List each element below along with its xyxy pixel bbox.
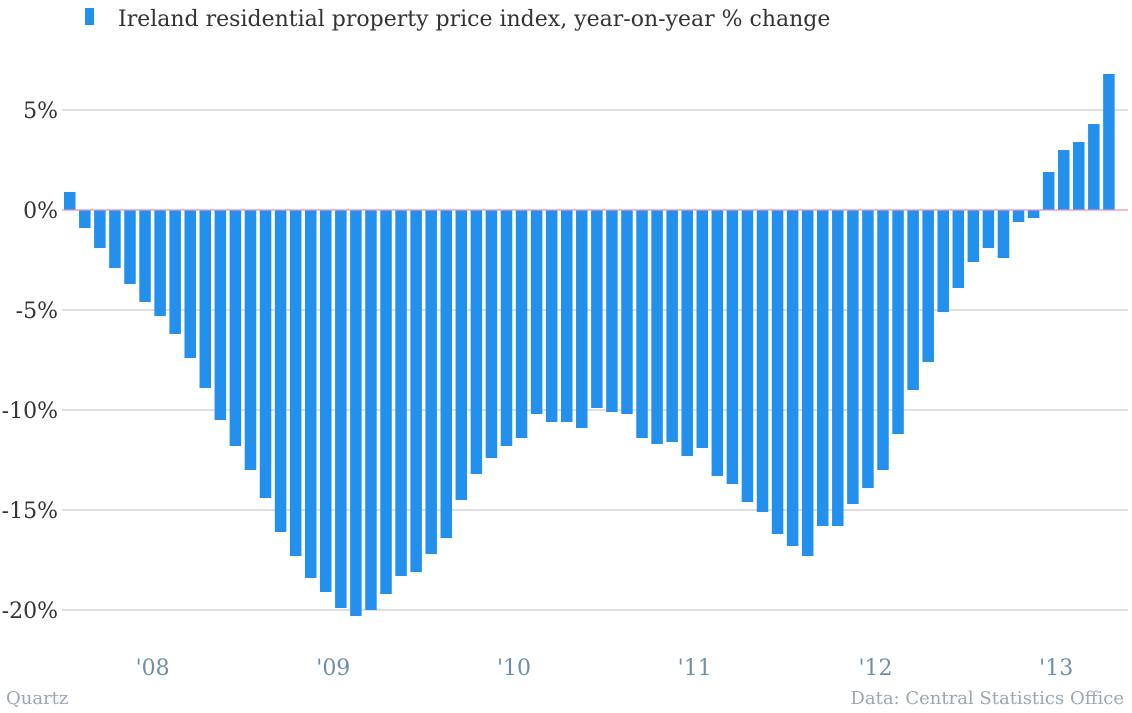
bar [320, 210, 332, 592]
legend-label: Ireland residential property price index… [118, 7, 830, 32]
bar [395, 210, 407, 576]
y-axis-ticks: 5% 0% -5% -10% -15% -20% [2, 99, 58, 624]
bar [997, 210, 1010, 258]
bar [425, 210, 437, 554]
bar [771, 210, 784, 534]
bar [500, 210, 513, 446]
bar [440, 210, 452, 538]
bar [169, 210, 181, 334]
bar [862, 210, 874, 488]
bar [621, 210, 633, 414]
bar [545, 210, 558, 422]
bar [199, 210, 212, 388]
x-tick-label: '09 [316, 656, 350, 681]
bar [636, 210, 648, 438]
bar [907, 210, 919, 390]
x-axis-ticks: '08 '09 '10 '11 '12 '13 [136, 656, 1074, 681]
bar [530, 210, 543, 414]
bar [756, 210, 769, 512]
bar [847, 210, 859, 504]
y-tick-label: -10% [2, 399, 58, 424]
bar [591, 210, 603, 408]
bar [1103, 74, 1115, 210]
bar [832, 210, 844, 526]
bar [515, 210, 528, 438]
bar-layer [64, 74, 1115, 616]
x-tick-label: '08 [136, 656, 170, 681]
bar [350, 210, 362, 616]
bar [380, 210, 392, 594]
bar [937, 210, 949, 312]
bar [606, 210, 618, 412]
x-tick-label: '12 [858, 656, 892, 681]
bar [877, 210, 889, 470]
source-right: Data: Central Statistics Office [850, 688, 1124, 709]
bar [696, 210, 709, 448]
bar [1012, 210, 1025, 222]
bar [335, 210, 347, 608]
bar [259, 210, 272, 498]
bar [576, 210, 588, 428]
legend-swatch [85, 8, 94, 25]
y-tick-label: 0% [23, 199, 58, 224]
bar [922, 210, 934, 362]
bar [109, 210, 121, 268]
bar [154, 210, 166, 316]
bar [651, 210, 663, 444]
bar [289, 210, 302, 556]
y-tick-label: 5% [23, 99, 58, 124]
bar [817, 210, 829, 526]
bar [1027, 210, 1040, 218]
bar [184, 210, 196, 358]
bar [801, 210, 814, 556]
bar [79, 210, 91, 228]
bar [1073, 142, 1085, 210]
bar [124, 210, 136, 284]
source-left: Quartz [6, 688, 68, 709]
bar [485, 210, 498, 458]
bar [304, 210, 317, 578]
bar [786, 210, 799, 546]
bar [952, 210, 965, 288]
bar [470, 210, 483, 474]
bar [711, 210, 724, 476]
bar [214, 210, 227, 420]
bar [982, 210, 995, 248]
bar [64, 192, 76, 210]
bar [666, 210, 678, 442]
y-tick-label: -15% [2, 499, 58, 524]
bar [455, 210, 468, 500]
bar [967, 210, 980, 262]
bar [274, 210, 287, 532]
bar [229, 210, 242, 446]
bar [1042, 172, 1055, 210]
bar [410, 210, 422, 572]
bar [892, 210, 904, 434]
y-tick-label: -5% [16, 299, 58, 324]
bar [741, 210, 754, 502]
bar [139, 210, 151, 302]
x-tick-label: '11 [678, 656, 712, 681]
bar [681, 210, 693, 456]
bar [94, 210, 106, 248]
x-tick-label: '10 [497, 656, 531, 681]
bar [726, 210, 739, 484]
bar [1088, 124, 1100, 210]
x-tick-label: '13 [1039, 656, 1073, 681]
y-tick-label: -20% [2, 599, 58, 624]
bar [560, 210, 573, 422]
bar [365, 210, 377, 610]
bar [1057, 150, 1070, 210]
bar [244, 210, 257, 470]
